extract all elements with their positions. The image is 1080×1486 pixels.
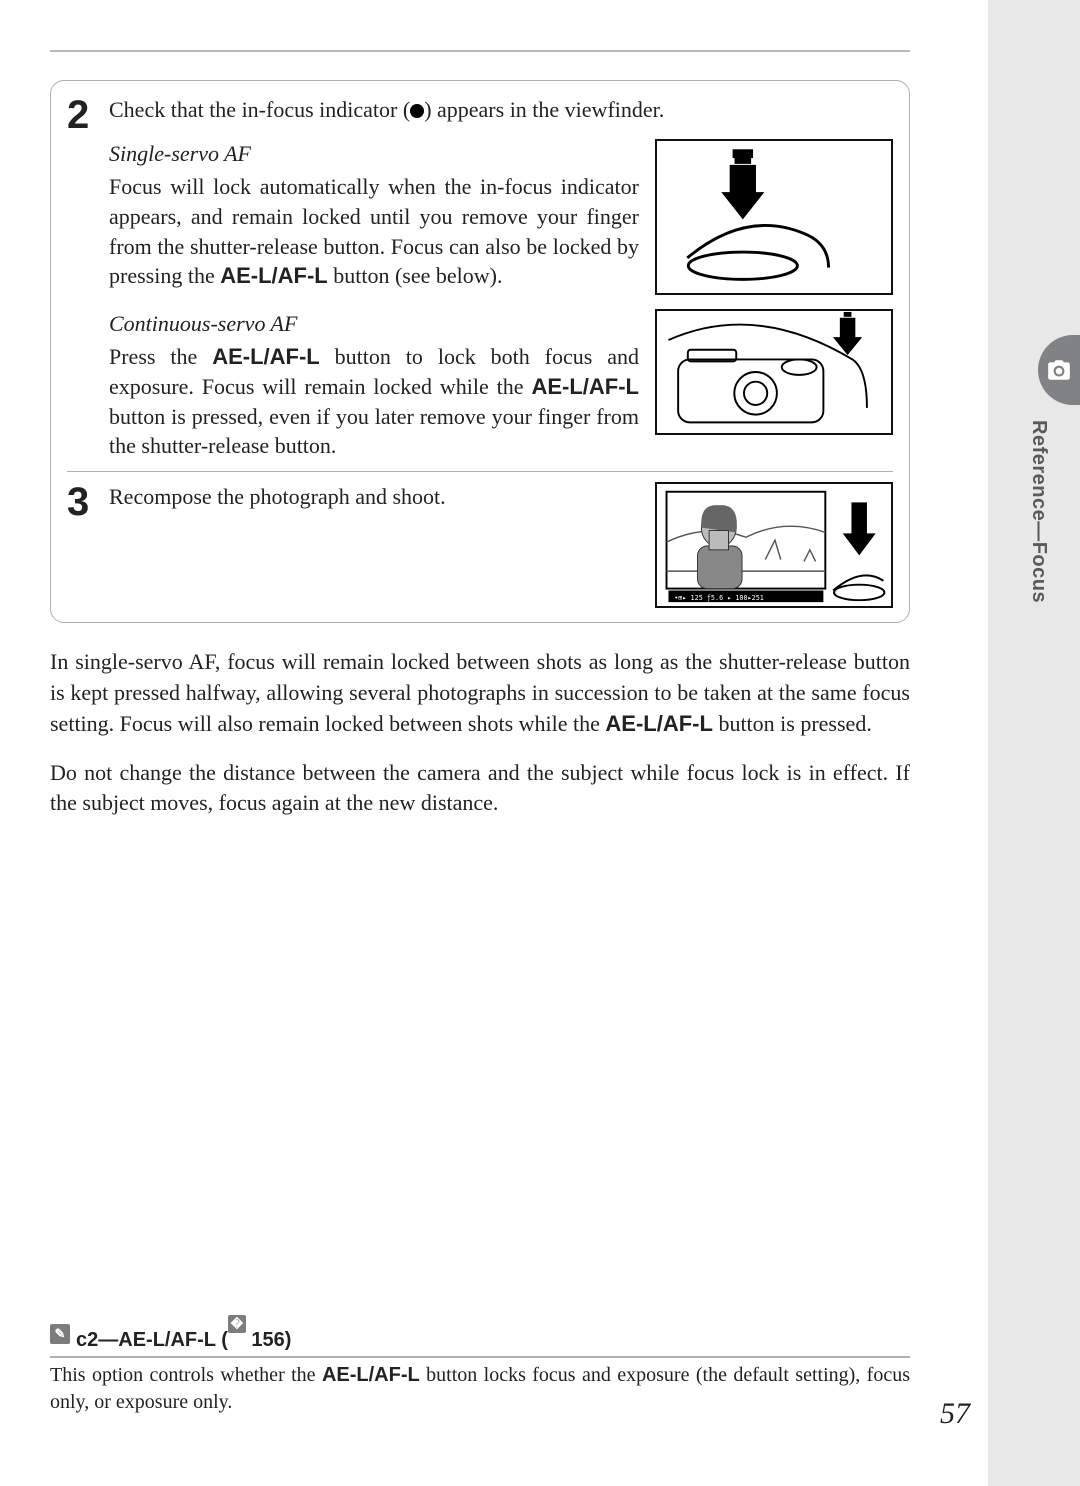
paragraph-1: In single-servo AF, focus will remain lo…	[50, 647, 910, 739]
text: button is pressed.	[713, 711, 872, 736]
text: This option controls whether the	[50, 1364, 322, 1386]
page-number: 57	[940, 1397, 970, 1431]
page-ref-icon: �內	[228, 1315, 246, 1333]
figure-camera-hold	[655, 309, 893, 435]
text: ) appears in the viewfinder.	[424, 97, 664, 122]
text: button is pressed, even if you later rem…	[109, 404, 639, 459]
note-header: ✎ c2—AE-L/AF-L (�內 156)	[50, 1315, 910, 1358]
text: button (see below).	[328, 263, 503, 288]
step-3: 3 Recompose the photograph and shoot.	[67, 471, 893, 608]
page-content: 2 Check that the in-focus indicator ( ) a…	[50, 0, 910, 819]
sub-title: Continuous-servo AF	[109, 309, 639, 339]
step-number: 2	[67, 95, 95, 461]
sub-text: Single-servo AF Focus will lock automati…	[109, 139, 639, 295]
section-label: Reference—Focus	[1027, 420, 1050, 603]
button-label: AE-L/AF-L	[531, 374, 639, 399]
button-label: AE-L/AF-L	[322, 1364, 420, 1386]
note-body: This option controls whether the AE-L/AF…	[50, 1362, 910, 1416]
text: Press the	[109, 344, 212, 369]
figure-half-press	[655, 139, 893, 295]
steps-box: 2 Check that the in-focus indicator ( ) a…	[50, 80, 910, 623]
text: Check that the in-focus indicator (	[109, 97, 410, 122]
step-body: Check that the in-focus indicator ( ) app…	[109, 95, 893, 461]
continuous-servo-section: Continuous-servo AF Press the AE-L/AF-L …	[109, 309, 893, 461]
button-label: AE-L/AF-L	[212, 344, 320, 369]
step-2: 2 Check that the in-focus indicator ( ) a…	[67, 95, 893, 461]
step-body: Recompose the photograph and shoot.	[109, 482, 893, 608]
right-margin: Reference—Focus	[988, 0, 1080, 1486]
text: 156)	[246, 1329, 292, 1351]
note-box: ✎ c2—AE-L/AF-L (�內 156) This option cont…	[50, 1315, 910, 1416]
sub-title: Single-servo AF	[109, 139, 639, 169]
text: c2—AE-L/AF-L (	[76, 1329, 228, 1351]
step-number: 3	[67, 482, 95, 608]
top-rule	[50, 50, 910, 52]
button-label: AE-L/AF-L	[605, 711, 713, 736]
camera-icon	[1046, 357, 1072, 383]
paragraph-2: Do not change the distance between the c…	[50, 758, 910, 820]
step-text: Recompose the photograph and shoot.	[109, 482, 639, 608]
button-label: AE-L/AF-L	[220, 263, 328, 288]
step-intro: Check that the in-focus indicator ( ) app…	[109, 95, 893, 125]
focus-dot-icon	[410, 104, 424, 118]
sub-text: Continuous-servo AF Press the AE-L/AF-L …	[109, 309, 639, 461]
pencil-icon: ✎	[50, 1324, 70, 1344]
single-servo-section: Single-servo AF Focus will lock automati…	[109, 139, 893, 295]
svg-text:•⊞▸ 125 ƒ5.6 ▸ 100▸251: •⊞▸ 125 ƒ5.6 ▸ 100▸251	[674, 594, 764, 602]
figure-recompose: •⊞▸ 125 ƒ5.6 ▸ 100▸251	[655, 482, 893, 608]
note-title: c2—AE-L/AF-L (�內 156)	[76, 1315, 291, 1352]
section-tab	[1038, 335, 1080, 405]
